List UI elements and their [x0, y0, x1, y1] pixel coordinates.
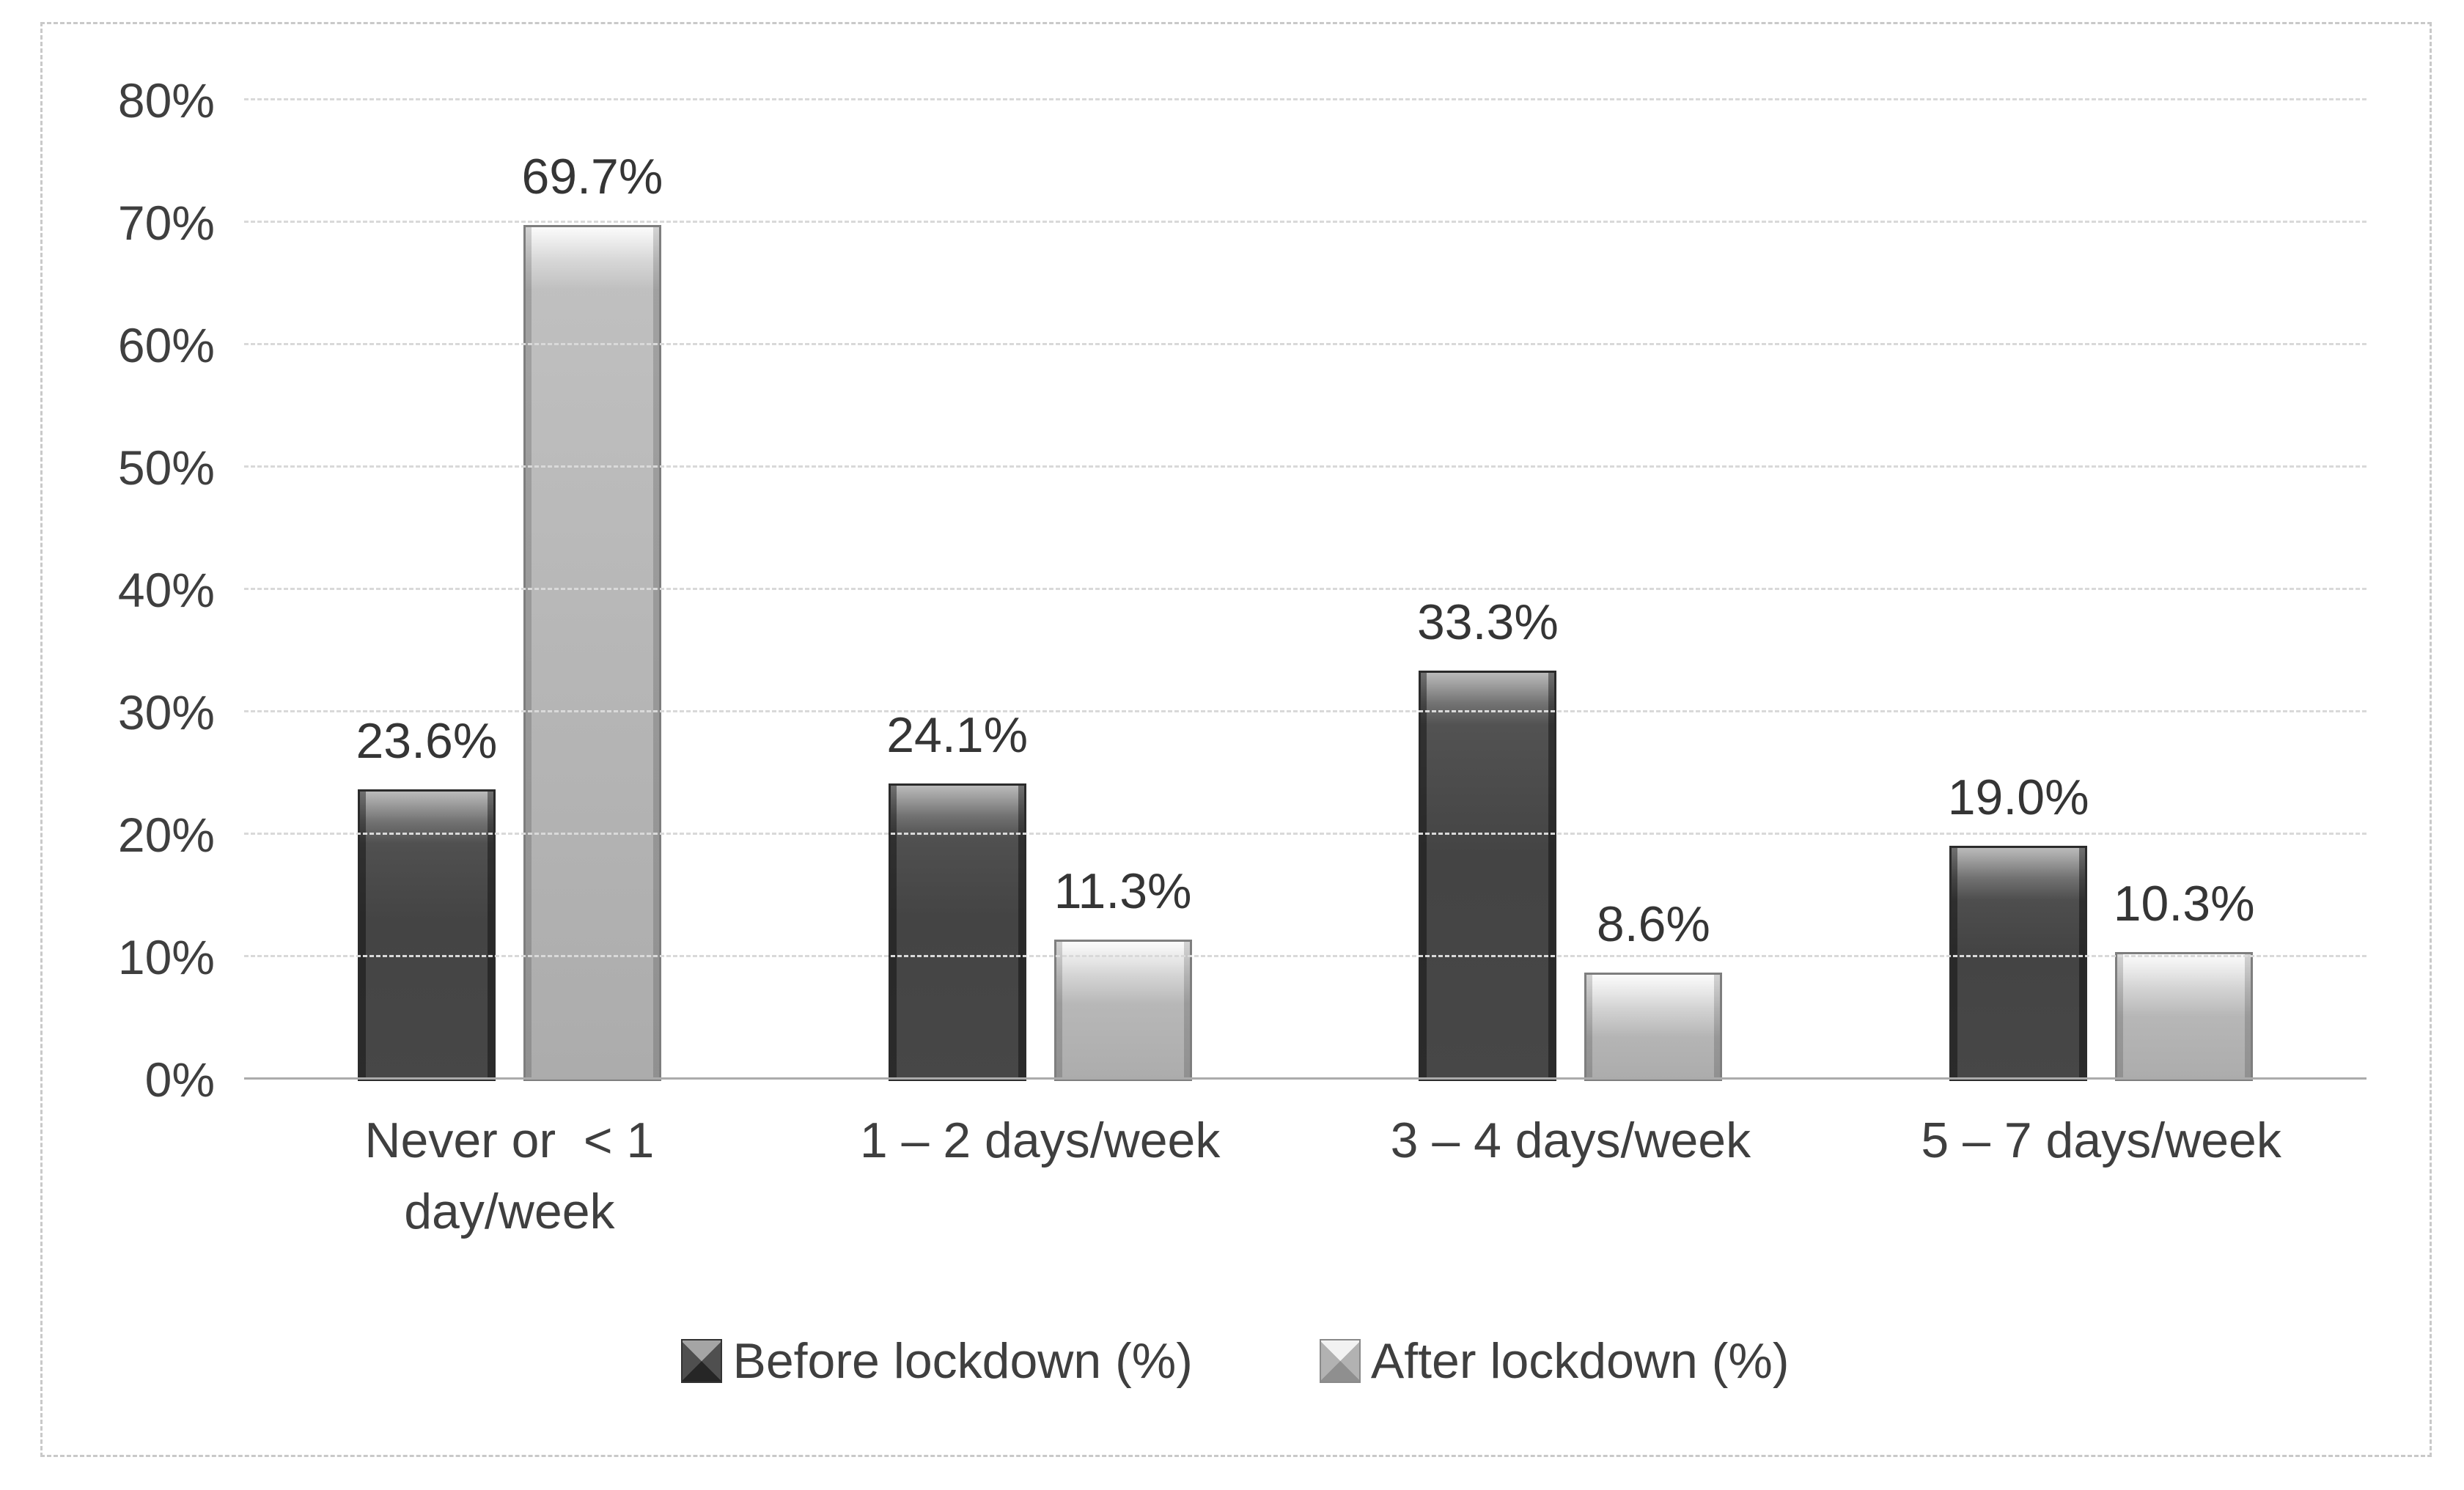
gridline: [244, 343, 2366, 345]
gridline: [244, 588, 2366, 590]
bar-value-label: 24.1%: [886, 707, 1029, 763]
y-axis-tick-label: 20%: [117, 808, 215, 862]
y-axis-tick-label: 30%: [117, 685, 215, 740]
legend-label: After lockdown (%): [1370, 1333, 1790, 1389]
bar-groups: 23.6% 69.7% 24.1% 11.3% 33.3% 8.6% 19.0% 10.3%: [244, 100, 2366, 1082]
gridline: [244, 955, 2366, 957]
legend: Before lockdown (%) After lockdown (%): [43, 1336, 2430, 1386]
y-axis-tick-label: 0%: [144, 1052, 215, 1107]
bar-after-lockdown: 69.7%: [521, 152, 663, 1081]
bar-before-lockdown: 23.6%: [356, 716, 497, 1082]
bar-value-label: 11.3%: [1053, 863, 1192, 920]
bar-value-label: 33.3%: [1416, 594, 1559, 650]
bar-before-lockdown: 24.1%: [886, 710, 1028, 1082]
y-axis-tick-label: 10%: [117, 930, 215, 984]
legend-item-after-lockdown: After lockdown (%): [1319, 1333, 1790, 1389]
bar-value-label: 23.6%: [356, 712, 498, 769]
legend-swatch-icon: [1319, 1339, 1361, 1383]
gridline: [244, 710, 2366, 712]
legend-label: Before lockdown (%): [732, 1333, 1193, 1389]
gridline: [244, 465, 2366, 468]
bar-value-label: 19.0%: [1947, 769, 2089, 825]
bar-after-lockdown: 11.3%: [1053, 866, 1192, 1081]
x-axis-category-label: 5 – 7 days/week: [1921, 1113, 2281, 1168]
legend-swatch-icon: [681, 1339, 723, 1383]
x-axis: Never or < 1 day/week 1 – 2 days/week 3 – …: [244, 1105, 2366, 1247]
plot-area: 23.6% 69.7% 24.1% 11.3% 33.3% 8.6% 19.0% 10.3%: [244, 98, 2366, 1082]
y-axis-tick-label: 50%: [117, 440, 215, 495]
bar-after-lockdown: 10.3%: [2114, 879, 2255, 1081]
chart-frame: 23.6% 69.7% 24.1% 11.3% 33.3% 8.6% 19.0% 10.3% …: [40, 22, 2432, 1457]
bar-group: 23.6% 69.7%: [244, 100, 775, 1082]
x-axis-category-label: Never or < 1 day/week: [364, 1113, 655, 1239]
bar-group: 19.0% 10.3%: [1836, 100, 2366, 1082]
bar-after-lockdown: 8.6%: [1584, 899, 1723, 1081]
bar-value-label: 10.3%: [2113, 876, 2255, 932]
legend-item-before-lockdown: Before lockdown (%): [681, 1333, 1193, 1389]
x-axis-category-label: 3 – 4 days/week: [1390, 1113, 1751, 1168]
bar-before-lockdown: 33.3%: [1417, 597, 1559, 1082]
x-axis-baseline: [244, 1077, 2366, 1080]
x-axis-category-label: 1 – 2 days/week: [859, 1113, 1221, 1168]
bar-value-label: 69.7%: [521, 149, 663, 205]
y-axis: 0% 10% 20% 30% 40% 50% 60% 70% 80%: [50, 76, 215, 1104]
bar-group: 33.3% 8.6%: [1306, 100, 1836, 1082]
bar-value-label: 8.6%: [1596, 896, 1710, 953]
y-axis-tick-label: 40%: [117, 563, 215, 617]
y-axis-tick-label: 70%: [117, 196, 215, 250]
gridline: [244, 221, 2366, 223]
gridline: [244, 98, 2366, 100]
bar-group: 24.1% 11.3%: [775, 100, 1306, 1082]
y-axis-tick-label: 80%: [117, 73, 215, 128]
y-axis-tick-label: 60%: [117, 318, 215, 372]
bar-before-lockdown: 19.0%: [1948, 772, 2089, 1082]
gridline: [244, 833, 2366, 835]
